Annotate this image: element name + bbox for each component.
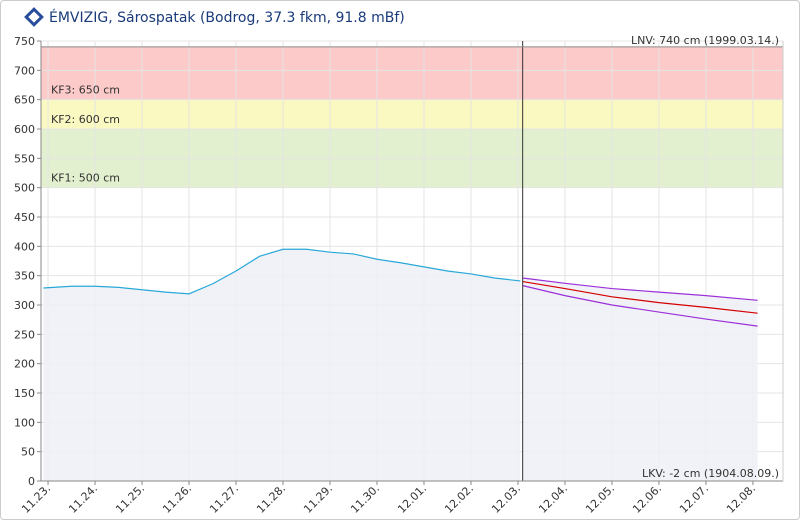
logo <box>24 7 44 27</box>
x-tick-label: 12.07. <box>677 482 711 516</box>
y-tick-label: 700 <box>14 64 35 77</box>
x-tick-label: 12.04. <box>536 482 570 516</box>
x-tick-label: 12.01. <box>395 482 429 516</box>
y-tick-label: 600 <box>14 123 35 136</box>
x-tick-label: 12.03. <box>489 482 523 516</box>
x-tick-label: 11.30. <box>348 482 382 516</box>
x-tick-label: 12.05. <box>583 482 617 516</box>
line <box>43 248 521 295</box>
lkv-label: LKV: -2 cm (1904.08.09.) <box>642 467 779 480</box>
x-tick-label: 11.29. <box>301 482 335 516</box>
y-tick-label: 300 <box>14 299 35 312</box>
x-tick-label: 11.24. <box>66 482 100 516</box>
x-tick-label: 12.08. <box>724 482 758 516</box>
band-label: KF1: 500 cm <box>51 172 120 185</box>
x-tick-label: 11.25. <box>113 482 147 516</box>
line <box>522 280 758 314</box>
alert-band <box>41 46 783 100</box>
alert-band <box>41 99 783 129</box>
x-tick-label: 11.26. <box>160 482 194 516</box>
y-tick-label: 250 <box>14 328 35 341</box>
y-tick-label: 650 <box>14 94 35 107</box>
x-tick-label: 11.28. <box>254 482 288 516</box>
line <box>522 285 758 327</box>
band-label: KF3: 650 cm <box>51 84 120 97</box>
y-tick-label: 200 <box>14 358 35 371</box>
x-tick-label: 11.27. <box>207 482 241 516</box>
y-tick-label: 350 <box>14 270 35 283</box>
area <box>522 278 758 481</box>
y-tick-label: 50 <box>21 446 35 459</box>
area <box>43 249 521 481</box>
line <box>522 277 758 301</box>
y-tick-label: 550 <box>14 152 35 165</box>
chart-title: ÉMVIZIG, Sárospatak (Bodrog, 37.3 fkm, 9… <box>49 9 405 26</box>
y-tick-label: 100 <box>14 416 35 429</box>
y-tick-label: 450 <box>14 211 35 224</box>
y-tick-label: 400 <box>14 240 35 253</box>
x-tick-label: 11.23. <box>19 482 53 516</box>
x-tick-label: 12.06. <box>630 482 664 516</box>
y-tick-label: 0 <box>28 475 35 488</box>
lnv-label: LNV: 740 cm (1999.03.14.) <box>631 34 779 47</box>
y-tick-label: 150 <box>14 387 35 400</box>
y-tick-label: 500 <box>14 182 35 195</box>
y-tick-label: 750 <box>14 35 35 48</box>
band-label: KF2: 600 cm <box>51 113 120 126</box>
x-tick-label: 12.02. <box>442 482 476 516</box>
